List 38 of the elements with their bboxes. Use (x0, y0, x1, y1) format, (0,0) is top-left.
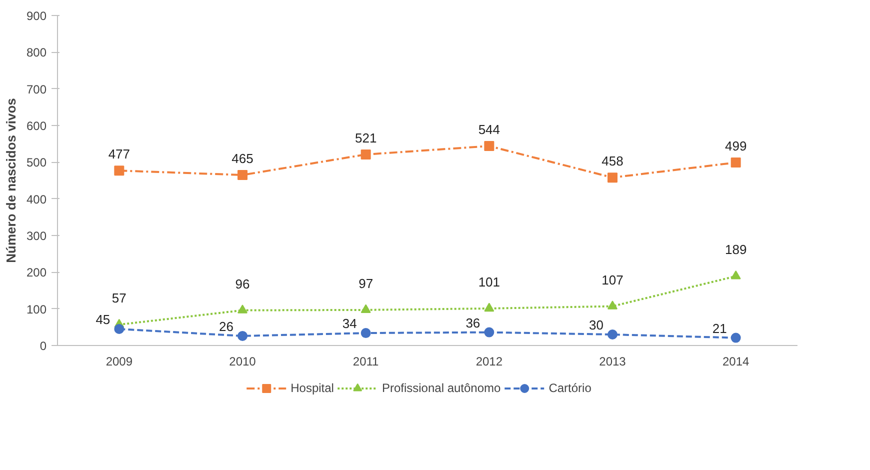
data-label: 544 (478, 122, 500, 138)
data-label: 465 (232, 151, 254, 166)
x-tick-label: 2014 (722, 354, 750, 368)
data-label: 477 (108, 146, 130, 162)
y-tick-label: 700 (26, 82, 47, 96)
x-tick-label: 2010 (229, 354, 256, 368)
data-label: 189 (724, 242, 747, 258)
data-label: 26 (219, 318, 234, 334)
data-label: 107 (602, 272, 624, 288)
y-tick-label: 200 (26, 266, 47, 280)
y-tick-label: 0 (40, 339, 47, 353)
data-label: 34 (342, 316, 357, 332)
data-label: 499 (724, 138, 747, 154)
x-tick-label: 2009 (106, 354, 133, 368)
legend-label: Cartório (548, 381, 592, 395)
data-label: 97 (358, 276, 374, 291)
y-tick-label: 900 (26, 9, 47, 23)
y-tick-label: 300 (26, 229, 47, 243)
data-label: 57 (112, 290, 126, 306)
legend-label: Profissional autônomo (382, 381, 501, 395)
data-label: 101 (478, 274, 500, 290)
y-tick-label: 500 (26, 156, 47, 170)
data-label: 45 (96, 312, 110, 327)
data-label: 21 (712, 320, 727, 336)
y-tick-label: 600 (26, 119, 47, 133)
x-tick-label: 2013 (599, 354, 626, 368)
y-tick-label: 800 (26, 46, 47, 60)
legend-label: Hospital (290, 381, 334, 395)
x-tick-label: 2011 (352, 354, 380, 368)
y-tick-label: 400 (26, 192, 47, 206)
x-tick-label: 2012 (476, 354, 503, 368)
data-label: 96 (235, 276, 250, 292)
data-label: 458 (602, 154, 624, 169)
data-label: 30 (589, 318, 604, 332)
y-axis-title: Número de nascidos vivos (3, 98, 18, 263)
y-tick-label: 100 (26, 302, 47, 316)
data-label: 36 (466, 315, 480, 330)
data-label: 521 (354, 130, 377, 146)
